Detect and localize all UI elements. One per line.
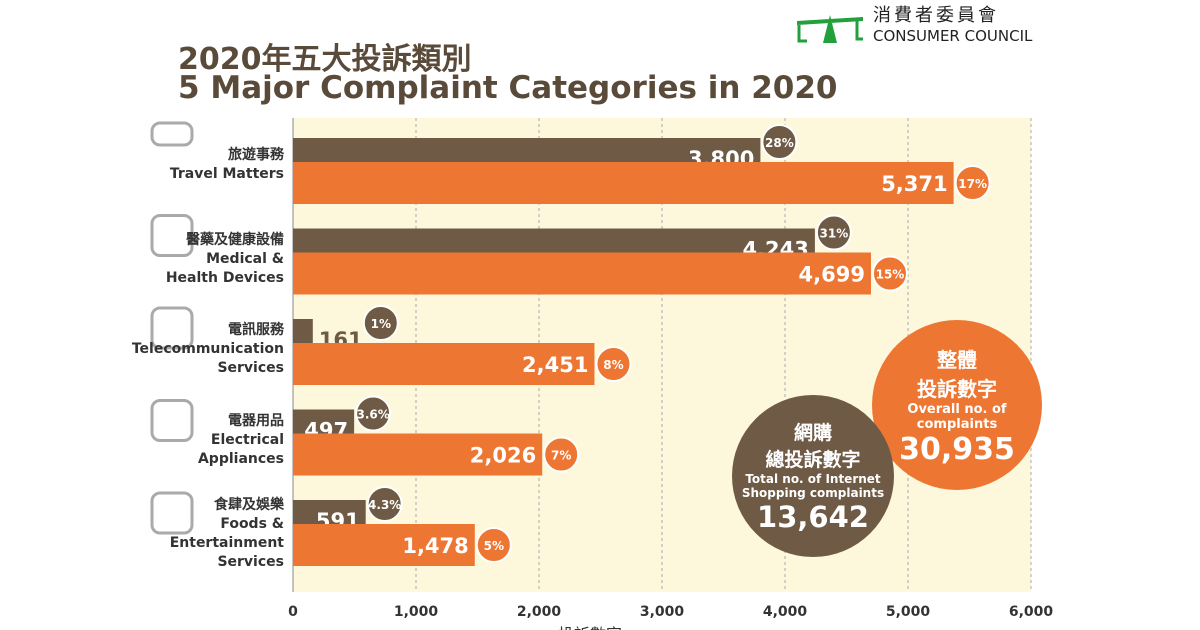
category-en: Electrical [210, 431, 284, 448]
category-zh: 旅遊事務 [228, 147, 284, 163]
masks-cutlery-icon [150, 491, 194, 535]
category-en: Travel Matters [169, 166, 284, 182]
overall-en1: Overall no. of [907, 401, 1007, 417]
category-zh: 電器用品 [228, 412, 284, 429]
percent-label: 17% [958, 177, 987, 191]
internet-en1: Total no. of Internet [745, 472, 881, 486]
internet-value: 13,642 [757, 500, 869, 534]
percent-label: 31% [820, 227, 849, 241]
bar [293, 252, 871, 295]
percent-label: 4.3% [368, 498, 401, 512]
x-tick-label: 2,000 [517, 604, 562, 620]
scale-logo-icon [797, 15, 863, 43]
bar [293, 433, 543, 476]
category-zh: 食肆及娛樂 [214, 497, 284, 513]
percent-label: 7% [551, 449, 571, 463]
bar [293, 524, 475, 566]
bar-value-label: 2,026 [470, 444, 536, 468]
percent-badge [871, 255, 908, 292]
category-zh: 醫藥及健康設備 [186, 231, 284, 248]
title-zh: 2020年五大投訴類別 [178, 42, 472, 77]
percent-badge [954, 165, 991, 201]
internet-total-circle: 網購 總投訴數字 Total no. of Internet Shopping … [732, 395, 894, 557]
bar-value-label: 5,371 [881, 172, 947, 196]
percent-badge [595, 346, 632, 382]
bar-value-label: 2,451 [522, 353, 588, 377]
phone-tablet-icon [150, 306, 194, 350]
category-zh: 電訊服務 [228, 322, 284, 338]
percent-badge [815, 214, 852, 251]
category-en: Services [217, 360, 284, 376]
x-tick-label: 6,000 [1009, 604, 1054, 620]
logo-zh: 消費者委員會 [873, 5, 999, 26]
percent-label: 1% [371, 317, 391, 331]
overall-zh2: 投訴數字 [917, 376, 997, 401]
percent-label: 8% [603, 358, 623, 372]
internet-en2: Shopping complaints [741, 486, 885, 500]
x-tick-label: 5,000 [886, 604, 931, 620]
percent-label: 3.6% [356, 408, 389, 422]
overall-en2: complaints [916, 416, 998, 432]
category-en: Services [217, 554, 284, 570]
percent-badge [761, 124, 798, 160]
percent-badge [355, 395, 392, 432]
airplane-icon [150, 121, 194, 147]
category-label: 醫藥及健康設備 Medical & Health Devices [166, 231, 284, 288]
category-en: Health Devices [165, 269, 284, 286]
bar [293, 343, 595, 385]
category-en: Appliances [197, 450, 284, 467]
percent-label: 15% [876, 268, 905, 282]
overall-zh1: 整體 [937, 347, 977, 372]
percent-badge [475, 527, 512, 563]
bar [293, 162, 954, 204]
title-en: 5 Major Complaint Categories in 2020 [178, 70, 838, 106]
percent-label: 5% [484, 539, 504, 553]
internet-zh1: 網購 [793, 422, 832, 444]
category-label: 電訊服務 Telecommunication Services [132, 321, 284, 378]
x-tick-label: 4,000 [763, 604, 808, 620]
fan-washer-icon [150, 399, 194, 442]
internet-zh2: 總投訴數字 [765, 449, 861, 471]
percent-badge [362, 305, 399, 341]
category-label: 旅遊事務 Travel Matters [170, 146, 284, 184]
percent-label: 28% [765, 136, 794, 150]
overall-total-circle: 整體 投訴數字 Overall no. of complaints 30,935 [872, 320, 1042, 490]
bar-value-label: 4,699 [799, 263, 865, 287]
x-tick-label: 1,000 [394, 604, 439, 620]
category-en: Medical & [206, 250, 284, 267]
consumer-council-logo: 消費者委員會 CONSUMER COUNCIL [795, 6, 1032, 46]
logo-en: CONSUMER COUNCIL [873, 27, 1033, 45]
face-mask-icon [150, 214, 194, 257]
category-en: Telecommunication [131, 341, 284, 357]
x-axis-label: 投訴數字 [558, 625, 622, 630]
x-tick-label: 3,000 [640, 604, 685, 620]
x-tick-label: 0 [288, 604, 298, 620]
percent-badge [366, 486, 403, 522]
overall-value: 30,935 [899, 431, 1015, 467]
category-en: Entertainment [169, 535, 284, 551]
bar-value-label: 1,478 [402, 534, 468, 558]
percent-badge [543, 436, 580, 473]
category-label: 電器用品 Electrical Appliances [198, 412, 284, 469]
category-label: 食肆及娛樂 Foods & Entertainment Services [170, 496, 284, 572]
category-en: Foods & [220, 516, 284, 532]
